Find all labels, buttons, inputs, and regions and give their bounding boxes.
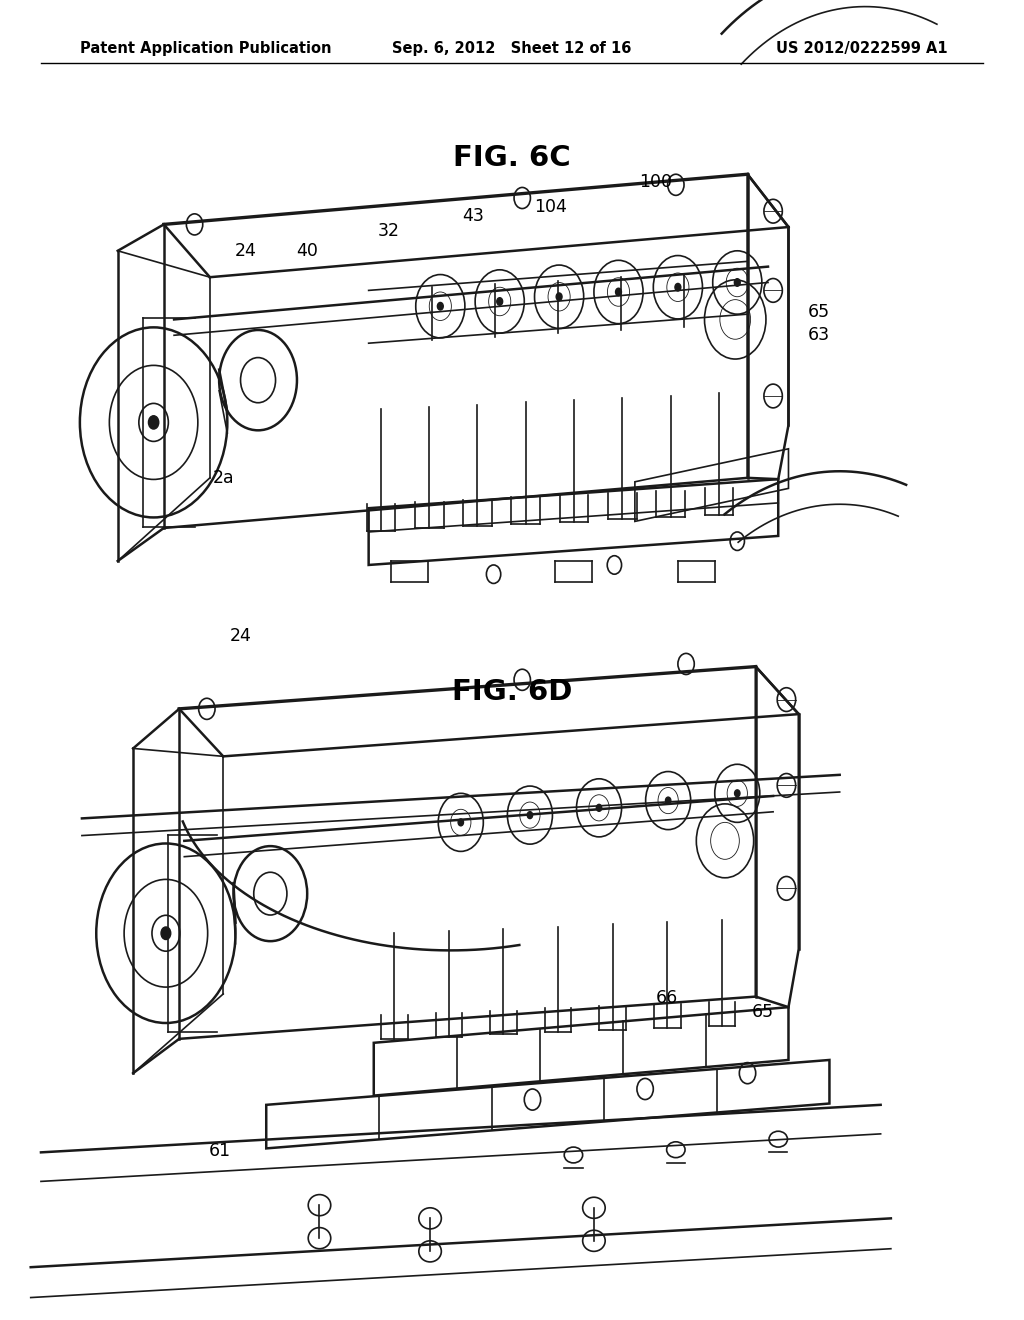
Circle shape xyxy=(437,302,443,310)
Circle shape xyxy=(596,804,602,812)
Text: 24: 24 xyxy=(229,627,252,645)
Text: 24: 24 xyxy=(234,242,257,260)
Text: 63: 63 xyxy=(808,326,830,345)
Text: 43: 43 xyxy=(462,207,484,226)
Circle shape xyxy=(497,298,503,305)
Text: US 2012/0222599 A1: US 2012/0222599 A1 xyxy=(775,41,947,55)
Circle shape xyxy=(666,797,671,804)
Text: 66: 66 xyxy=(655,989,678,1007)
Circle shape xyxy=(161,927,171,940)
Circle shape xyxy=(615,288,622,296)
Text: 100: 100 xyxy=(639,173,672,191)
Text: 2a: 2a xyxy=(212,469,234,487)
Circle shape xyxy=(458,818,464,826)
Text: 40: 40 xyxy=(296,242,318,260)
Text: 104: 104 xyxy=(535,198,567,216)
Circle shape xyxy=(734,279,740,286)
Circle shape xyxy=(556,293,562,301)
Text: FIG. 6D: FIG. 6D xyxy=(452,677,572,706)
Text: 65: 65 xyxy=(808,302,830,321)
Circle shape xyxy=(527,812,532,818)
Text: Sep. 6, 2012   Sheet 12 of 16: Sep. 6, 2012 Sheet 12 of 16 xyxy=(392,41,632,55)
Text: 65: 65 xyxy=(752,1003,774,1022)
Text: Patent Application Publication: Patent Application Publication xyxy=(80,41,332,55)
Circle shape xyxy=(675,284,681,290)
Circle shape xyxy=(148,416,159,429)
Circle shape xyxy=(734,789,740,797)
Text: 32: 32 xyxy=(378,222,400,240)
Text: FIG. 6C: FIG. 6C xyxy=(454,144,570,173)
Text: 61: 61 xyxy=(209,1142,231,1160)
